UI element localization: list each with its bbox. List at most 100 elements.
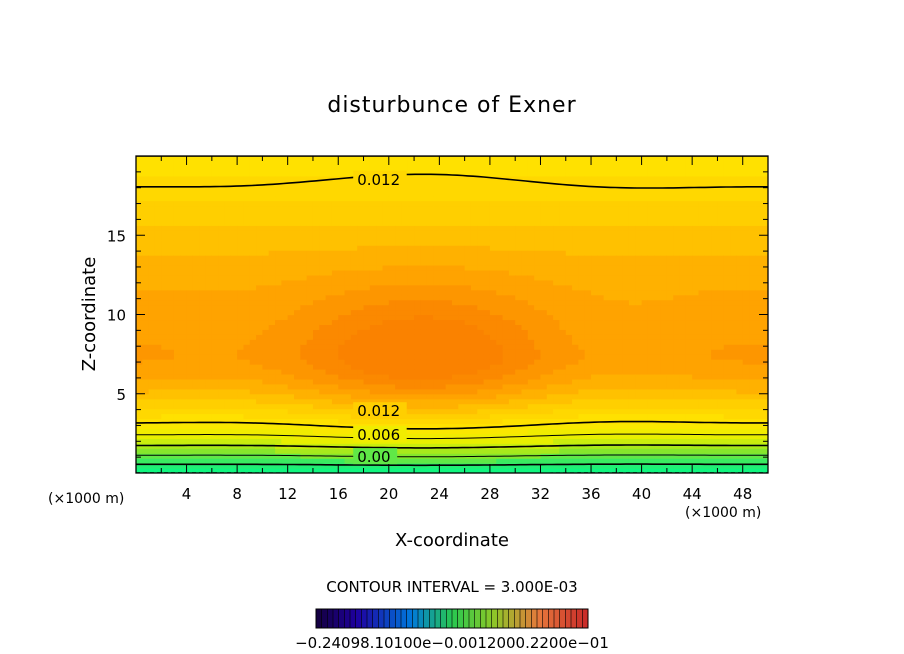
field-cell [426,284,434,291]
field-cell [496,383,504,390]
field-cell [287,294,295,301]
field-cell [180,463,188,469]
field-cell [395,319,403,326]
field-cell [610,170,617,177]
field-cell [161,294,169,301]
field-cell [136,170,143,177]
field-cell [388,294,396,301]
field-cell [287,368,295,375]
field-cell [237,220,245,226]
field-cell [572,403,579,410]
field-cell [565,250,573,256]
field-cell [540,156,548,162]
field-cell [591,408,598,415]
field-cell [489,413,497,420]
field-cell [306,235,314,241]
field-cell [603,165,611,172]
field-cell [230,264,238,271]
field-cell [376,339,384,345]
field-cell [622,284,630,291]
field-cell [610,250,617,256]
field-cell [521,185,529,192]
field-cell [622,319,630,326]
field-cell [319,165,327,172]
field-cell [414,215,421,221]
field-cell [496,195,504,202]
field-cell [489,294,497,301]
field-cell [591,423,598,430]
field-cell [559,334,567,340]
field-cell [591,463,598,469]
field-cell [344,220,352,226]
field-cell [186,364,194,370]
field-cell [161,289,169,296]
field-cell [496,408,504,415]
field-cell [230,334,238,340]
field-cell [407,255,415,261]
field-cell [376,354,384,360]
field-cell [553,468,561,473]
field-cell [515,200,523,207]
field-cell [199,339,207,345]
field-cell [237,264,245,271]
field-cell [559,418,567,425]
field-cell [275,190,282,197]
field-cell [426,378,434,385]
field-cell [407,398,415,405]
field-cell [515,279,523,286]
field-cell [388,319,396,326]
field-cell [496,190,504,197]
field-cell [344,438,352,444]
field-cell [572,329,579,335]
field-cell [477,319,485,326]
field-cell [161,448,169,454]
field-cell [584,458,592,464]
field-cell [464,334,472,340]
field-cell [281,403,289,410]
field-cell [249,428,257,434]
field-cell [369,220,377,226]
field-cell [559,170,567,177]
field-cell [161,220,169,226]
field-cell [527,284,535,291]
field-cell [287,359,295,365]
field-cell [553,344,561,350]
field-cell [401,205,409,212]
field-cell [622,408,630,415]
field-cell [312,329,320,335]
field-cell [458,364,466,370]
field-cell [610,359,617,365]
field-cell [256,398,263,405]
field-cell [256,160,263,167]
field-cell [243,393,251,400]
field-cell [161,215,169,221]
field-cell [610,279,617,286]
field-cell [136,274,143,281]
field-cell [395,304,403,311]
field-cell [578,403,586,410]
field-cell [180,210,188,217]
field-cell [597,215,605,221]
field-cell [249,408,257,415]
field-cell [262,388,270,395]
field-cell [477,289,485,296]
field-cell [527,215,535,221]
field-cell [256,403,263,410]
field-cell [458,359,466,365]
field-cell [597,339,605,345]
field-cell [540,359,548,365]
field-cell [458,388,466,395]
field-cell [464,319,472,326]
field-cell [591,324,598,330]
field-cell [433,245,440,251]
field-cell [470,269,478,276]
field-cell [388,220,396,226]
field-cell [331,269,339,276]
field-cell [344,215,352,221]
field-cell [591,245,598,251]
field-cell [445,289,453,296]
field-cell [610,413,617,420]
field-cell [211,428,219,434]
field-cell [433,269,440,276]
field-cell [306,245,314,251]
